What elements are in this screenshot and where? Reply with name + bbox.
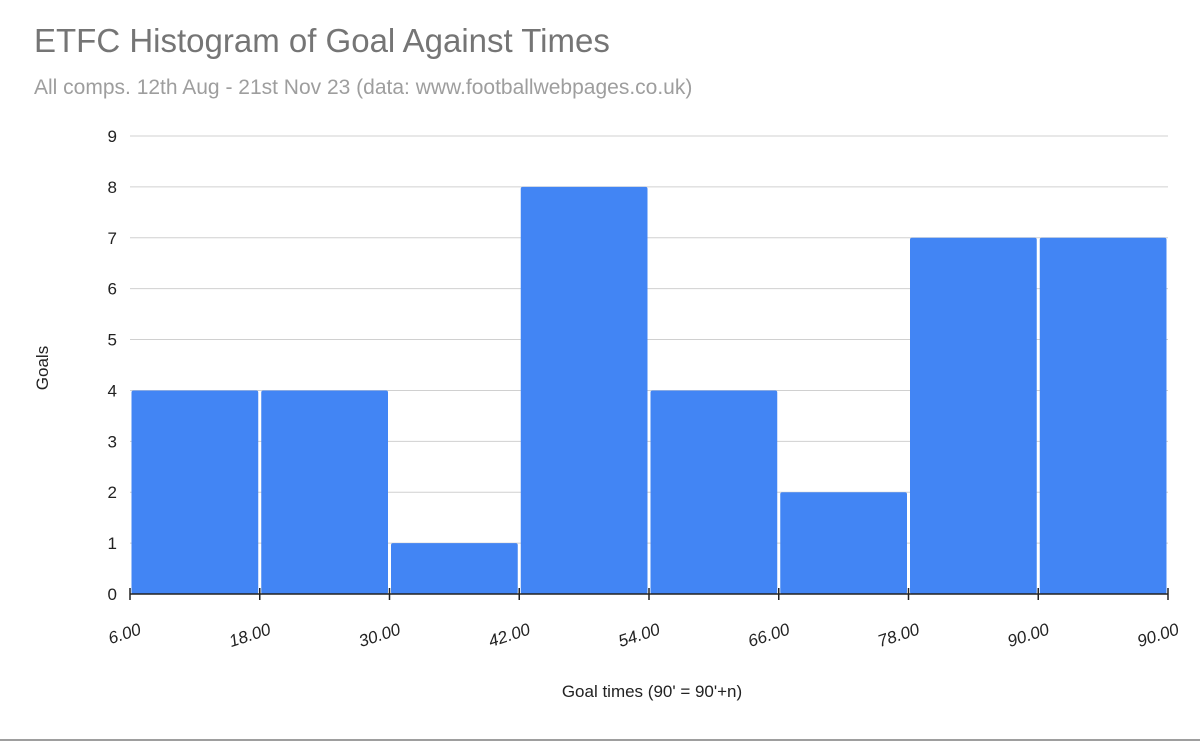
- y-tick-label: 7: [108, 229, 117, 248]
- y-tick-label: 6: [108, 280, 117, 299]
- x-tick-label: 6.00: [106, 620, 144, 648]
- y-tick-label: 8: [108, 178, 117, 197]
- y-tick-labels: 0 1 2 3 4 5 6 7 8 9: [108, 127, 117, 604]
- histogram-bar: [261, 390, 388, 594]
- histogram-bar: [391, 543, 518, 594]
- histogram-bar: [910, 237, 1037, 594]
- histogram-bar: [520, 186, 648, 594]
- x-tick-label: 66.00: [746, 620, 793, 651]
- y-tick-label: 5: [108, 331, 117, 350]
- y-tick-label: 4: [108, 381, 117, 400]
- bottom-divider: [0, 739, 1200, 741]
- histogram-bar: [780, 492, 907, 594]
- y-tick-label: 9: [108, 127, 117, 146]
- bars: [131, 186, 1167, 594]
- y-axis-title: Goals: [33, 346, 52, 390]
- chart-subtitle: All comps. 12th Aug - 21st Nov 23 (data:…: [34, 76, 693, 99]
- x-tick-label: 30.00: [356, 620, 403, 651]
- x-tick-label: 42.00: [486, 620, 533, 651]
- histogram-bar: [131, 390, 259, 594]
- chart-title: ETFC Histogram of Goal Against Times: [34, 22, 610, 59]
- y-tick-label: 2: [108, 483, 117, 502]
- x-tick-label: 18.00: [227, 620, 274, 651]
- y-tick-label: 0: [108, 585, 117, 604]
- x-axis-title: Goal times (90' = 90'+n): [562, 682, 742, 701]
- x-tick-labels: 6.00 18.00 30.00 42.00 54.00 66.00 78.00 90.00 9…: [106, 620, 1182, 651]
- x-tick-label: 54.00: [616, 620, 663, 651]
- x-tick-label: 90.00: [1005, 620, 1052, 651]
- x-axis: [129, 588, 1169, 600]
- histogram-bar: [1039, 237, 1167, 594]
- y-tick-label: 1: [108, 534, 117, 553]
- histogram-bar: [650, 390, 778, 594]
- x-tick-label: 78.00: [875, 620, 922, 651]
- y-tick-label: 3: [108, 432, 117, 451]
- x-tick-label: 90.00: [1135, 620, 1182, 651]
